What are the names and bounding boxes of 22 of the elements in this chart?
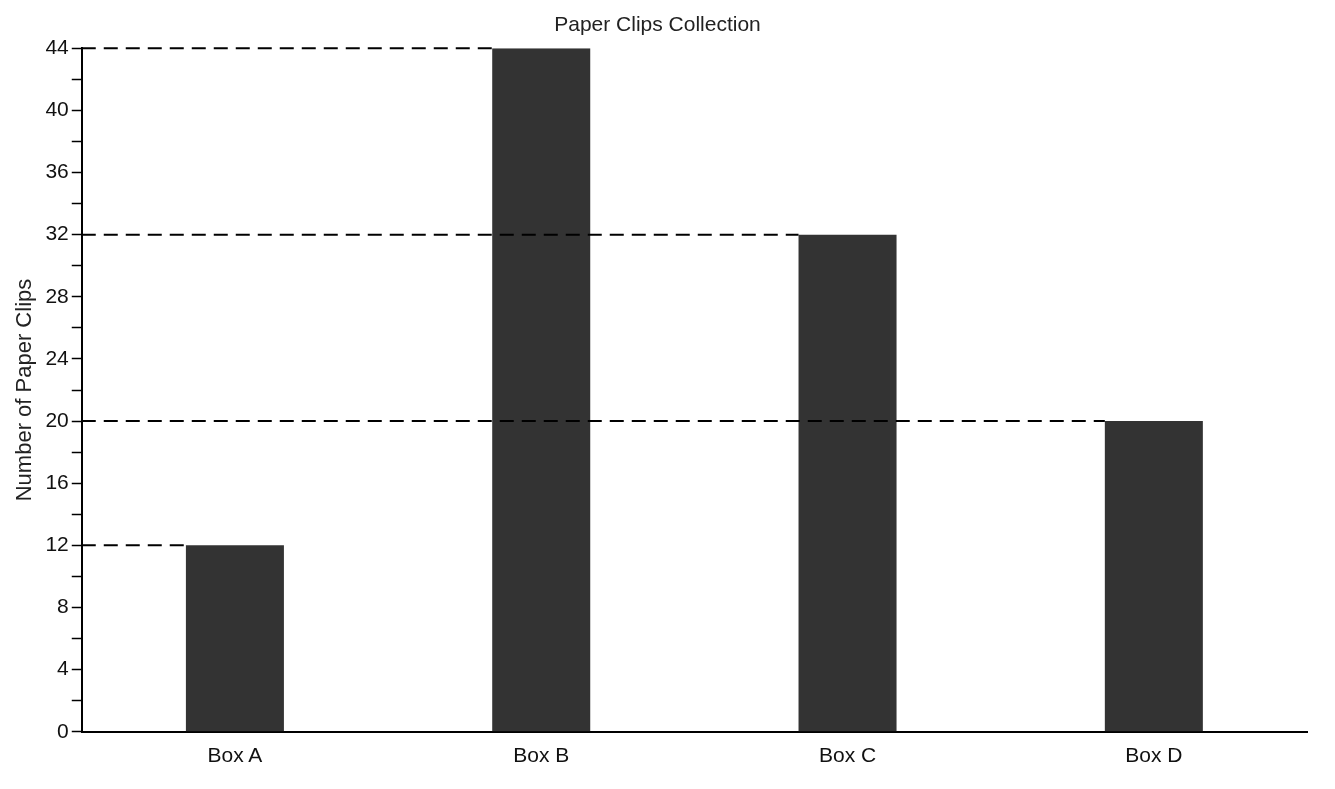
- y-tick-label: 20: [45, 407, 69, 431]
- x-tick-label: Box D: [1125, 743, 1183, 767]
- bar: [492, 48, 591, 732]
- y-tick-label: 8: [57, 594, 69, 618]
- y-axis-title: Number of Paper Clips: [11, 278, 37, 502]
- y-tick-label: 24: [45, 345, 70, 369]
- y-tick-label: 32: [45, 221, 69, 245]
- y-tick-label: 4: [57, 656, 70, 680]
- x-tick-label: Box B: [513, 743, 570, 767]
- x-tick-label: Box C: [818, 743, 877, 767]
- chart-title: Paper Clips Collection: [554, 12, 761, 36]
- y-tick-label: 44: [45, 35, 70, 58]
- y-tick-label: 36: [45, 159, 69, 183]
- y-tick-label: 28: [45, 283, 69, 307]
- y-tick-label: 0: [57, 718, 69, 742]
- y-tick-label: 12: [45, 532, 69, 556]
- bar: [1104, 421, 1203, 732]
- y-tick-label: 16: [45, 470, 69, 494]
- y-tick-label: 40: [45, 97, 69, 121]
- bar: [185, 545, 284, 732]
- bar: [798, 234, 897, 732]
- x-tick-label: Box A: [207, 743, 263, 767]
